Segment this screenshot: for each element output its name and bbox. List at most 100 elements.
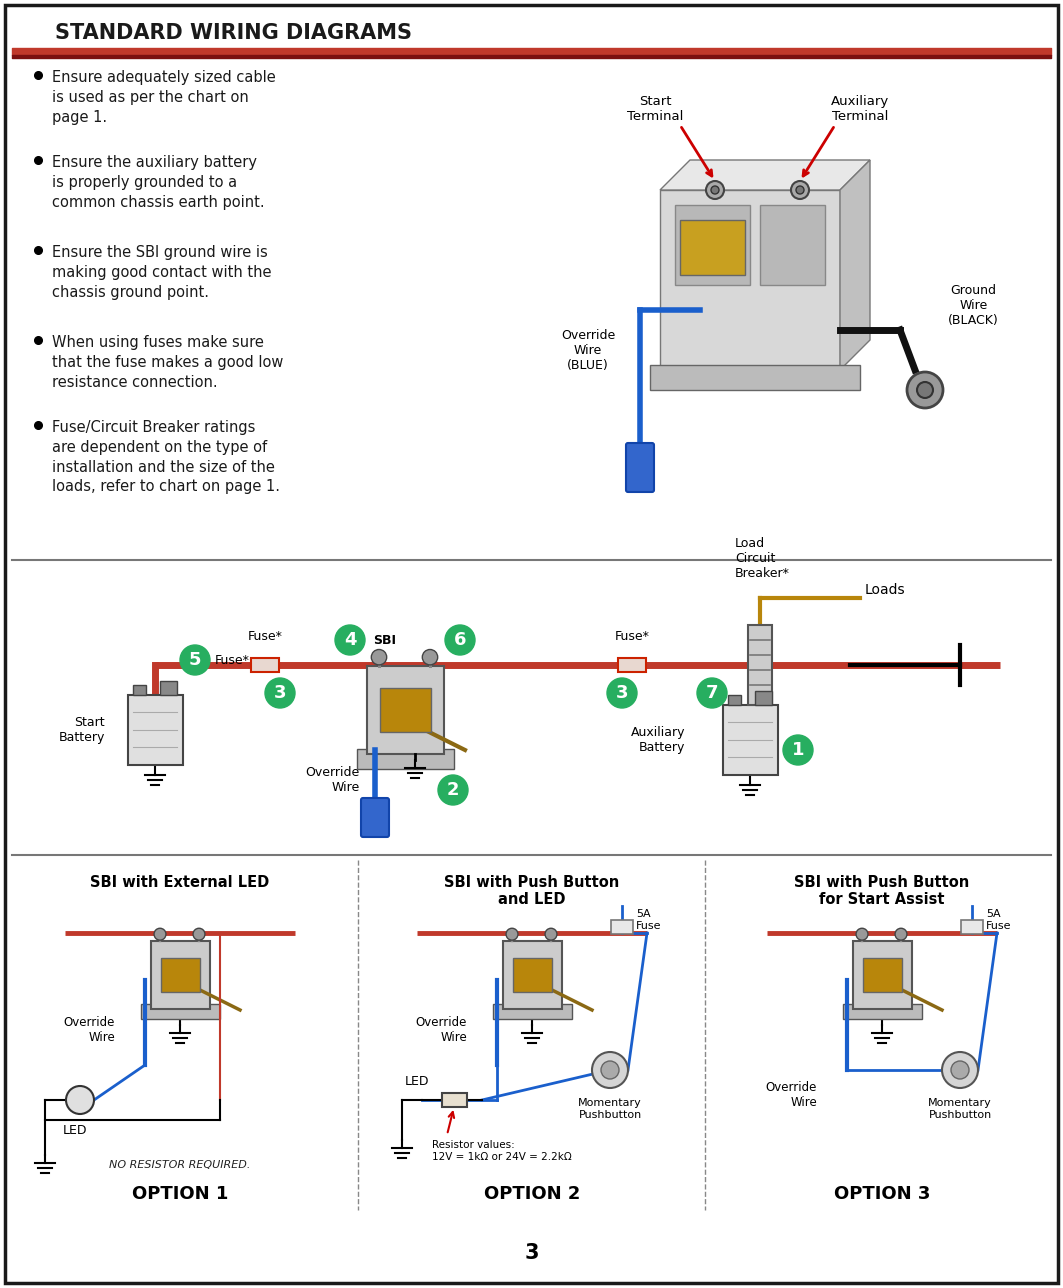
Bar [133,685,146,696]
Text: OPTION 2: OPTION 2 [484,1185,580,1203]
Circle shape [265,677,296,708]
Circle shape [907,372,943,408]
Circle shape [592,1052,628,1088]
Text: 1: 1 [792,741,805,759]
Circle shape [193,929,205,940]
Text: 7: 7 [706,684,719,702]
Text: SBI with Push Button
for Start Assist: SBI with Push Button for Start Assist [794,875,969,908]
FancyBboxPatch shape [649,365,860,390]
Text: Fuse*: Fuse* [248,630,283,643]
FancyBboxPatch shape [5,5,1058,1283]
Circle shape [180,645,210,675]
Circle shape [791,182,809,200]
Text: When using fuses make sure
that the fuse makes a good low
resistance connection.: When using fuses make sure that the fuse… [52,335,284,389]
FancyBboxPatch shape [251,658,279,672]
FancyBboxPatch shape [128,696,183,765]
Text: 5A
Fuse: 5A Fuse [636,909,661,931]
Bar [161,681,178,696]
FancyBboxPatch shape [675,205,750,285]
Text: LED: LED [405,1075,429,1088]
Text: 4: 4 [343,631,356,649]
Text: Fuse/Circuit Breaker ratings
are dependent on the type of
installation and the s: Fuse/Circuit Breaker ratings are depende… [52,420,280,495]
Text: SBI with External LED: SBI with External LED [90,875,270,890]
Text: Override
Wire: Override Wire [64,1016,115,1045]
Text: SBI: SBI [373,634,396,647]
Circle shape [545,929,557,940]
Polygon shape [660,160,870,191]
Circle shape [607,677,637,708]
Circle shape [438,775,468,805]
Circle shape [917,383,933,398]
Circle shape [601,1061,619,1079]
Text: 3: 3 [615,684,628,702]
Text: Auxiliary
Terminal: Auxiliary Terminal [831,95,889,122]
Circle shape [335,625,365,656]
Text: Fuse*: Fuse* [215,653,250,666]
Text: 5: 5 [189,650,201,668]
Circle shape [445,625,475,656]
FancyBboxPatch shape [853,942,912,1009]
Text: Override
Wire
(BLUE): Override Wire (BLUE) [561,328,615,371]
Circle shape [422,649,438,665]
FancyBboxPatch shape [379,688,431,732]
Text: OPTION 1: OPTION 1 [132,1185,229,1203]
FancyBboxPatch shape [503,942,562,1009]
FancyBboxPatch shape [513,958,552,992]
Text: 5A
Fuse: 5A Fuse [986,909,1012,931]
Polygon shape [840,160,870,370]
Circle shape [895,929,907,940]
Text: Load
Circuit
Breaker*: Load Circuit Breaker* [735,537,790,580]
Circle shape [783,735,813,765]
FancyBboxPatch shape [151,942,210,1009]
Text: 3: 3 [274,684,286,702]
Text: Override
Wire: Override Wire [306,766,360,793]
Text: Ensure adequately sized cable
is used as per the chart on
page 1.: Ensure adequately sized cable is used as… [52,70,275,125]
Text: 6: 6 [454,631,467,649]
Circle shape [856,929,868,940]
Text: Start
Terminal: Start Terminal [627,95,684,122]
Circle shape [154,929,166,940]
Text: Ground
Wire
(BLACK): Ground Wire (BLACK) [948,283,999,326]
FancyBboxPatch shape [863,958,902,992]
FancyBboxPatch shape [760,205,825,285]
FancyBboxPatch shape [748,625,772,705]
Text: Ensure the SBI ground wire is
making good contact with the
chassis ground point.: Ensure the SBI ground wire is making goo… [52,245,271,300]
Circle shape [66,1086,94,1114]
Text: Resistor values:
12V = 1kΩ or 24V = 2.2kΩ: Resistor values: 12V = 1kΩ or 24V = 2.2k… [432,1140,572,1162]
Bar [755,690,772,705]
FancyBboxPatch shape [680,220,745,276]
FancyBboxPatch shape [141,1005,220,1019]
FancyBboxPatch shape [357,750,454,769]
FancyBboxPatch shape [611,920,632,934]
Circle shape [506,929,518,940]
Text: NO RESISTOR REQUIRED.: NO RESISTOR REQUIRED. [109,1160,251,1170]
FancyBboxPatch shape [961,920,983,934]
Text: LED: LED [63,1124,87,1137]
Circle shape [951,1061,969,1079]
Circle shape [706,182,724,200]
Bar [442,1094,467,1106]
Text: 3: 3 [524,1243,539,1264]
FancyBboxPatch shape [618,658,646,672]
Text: Override
Wire: Override Wire [416,1016,467,1045]
FancyBboxPatch shape [493,1005,572,1019]
FancyBboxPatch shape [723,705,778,775]
FancyBboxPatch shape [367,666,444,753]
Text: Momentary
Pushbutton: Momentary Pushbutton [928,1097,992,1119]
Text: Auxiliary
Battery: Auxiliary Battery [630,726,685,753]
FancyBboxPatch shape [626,443,654,492]
Text: Start
Battery: Start Battery [58,716,105,744]
FancyBboxPatch shape [161,958,200,992]
Text: SBI with Push Button
and LED: SBI with Push Button and LED [444,875,620,908]
Text: Momentary
Pushbutton: Momentary Pushbutton [578,1097,642,1119]
Bar [728,696,741,705]
FancyBboxPatch shape [843,1005,922,1019]
Text: Fuse*: Fuse* [614,630,649,643]
Circle shape [796,185,804,194]
Circle shape [371,649,387,665]
FancyBboxPatch shape [361,799,389,837]
Circle shape [942,1052,978,1088]
Text: 2: 2 [446,781,459,799]
Polygon shape [660,191,840,370]
Text: OPTION 3: OPTION 3 [833,1185,930,1203]
